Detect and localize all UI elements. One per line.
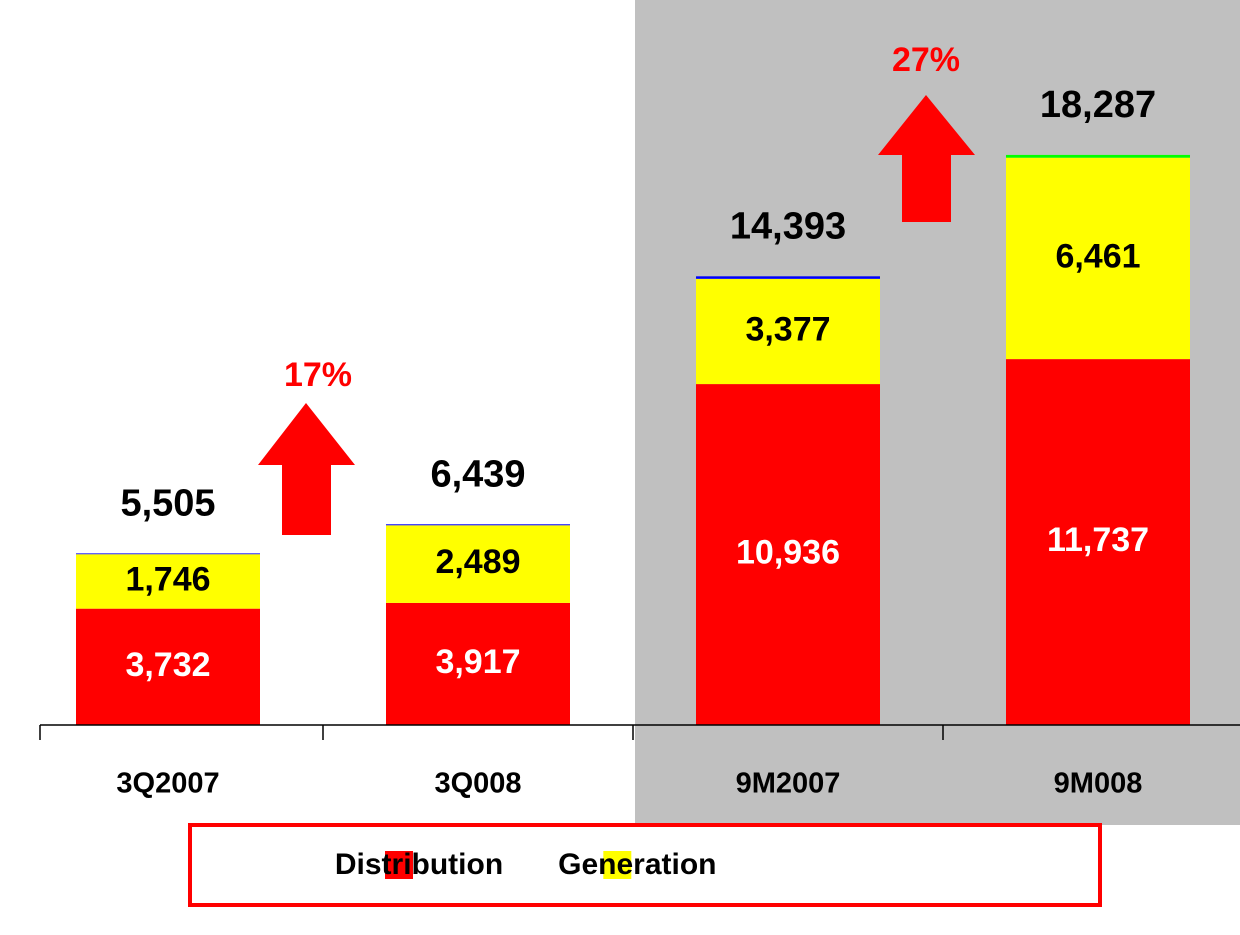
total-label: 18,287 [1040,84,1156,126]
bar-segment [696,384,880,725]
data-label: 6,461 [1055,237,1140,275]
bar-segment [1006,157,1190,360]
annotation: 17% [284,356,352,394]
x-tick-label: 3Q2007 [116,768,219,800]
legend-swatch [603,851,632,879]
bar-segment [1006,359,1190,725]
bar-segment [1006,154,1190,158]
bar-segment [696,276,880,279]
bar-segment [386,525,570,603]
growth-arrow [878,95,975,222]
bar-segment [386,602,570,725]
bar-segment [76,553,260,555]
total-label: 14,393 [730,205,846,247]
growth-arrow [258,403,355,535]
legend-items: Distribution Generation [335,848,717,881]
total-label: 5,505 [120,482,215,524]
legend-swatch [385,851,413,879]
x-tick-label: 9M008 [1054,768,1143,800]
total-label: 6,439 [430,453,525,495]
bar-segment [76,608,260,725]
x-tick-label: 3Q008 [434,768,521,800]
legend [188,823,1102,907]
legend-label: Generation [558,848,716,881]
data-label: 10,936 [736,534,840,572]
legend-label: Distribution [335,848,503,881]
bars: 3,732 1,746 5,505 3,917 2,489 6,439 10,936 3,37… [76,84,1190,725]
data-label: 3,917 [435,643,520,681]
x-tick-label: 9M2007 [736,768,841,800]
data-label: 3,377 [745,310,830,348]
data-label: 2,489 [435,543,520,581]
data-label: 3,732 [125,646,210,684]
annotation: 27% [892,41,960,79]
bar-segment [76,554,260,609]
bar-segment [696,278,880,385]
data-label: 11,737 [1047,521,1149,559]
data-label: 1,746 [125,560,210,598]
bar-segment [386,524,570,526]
